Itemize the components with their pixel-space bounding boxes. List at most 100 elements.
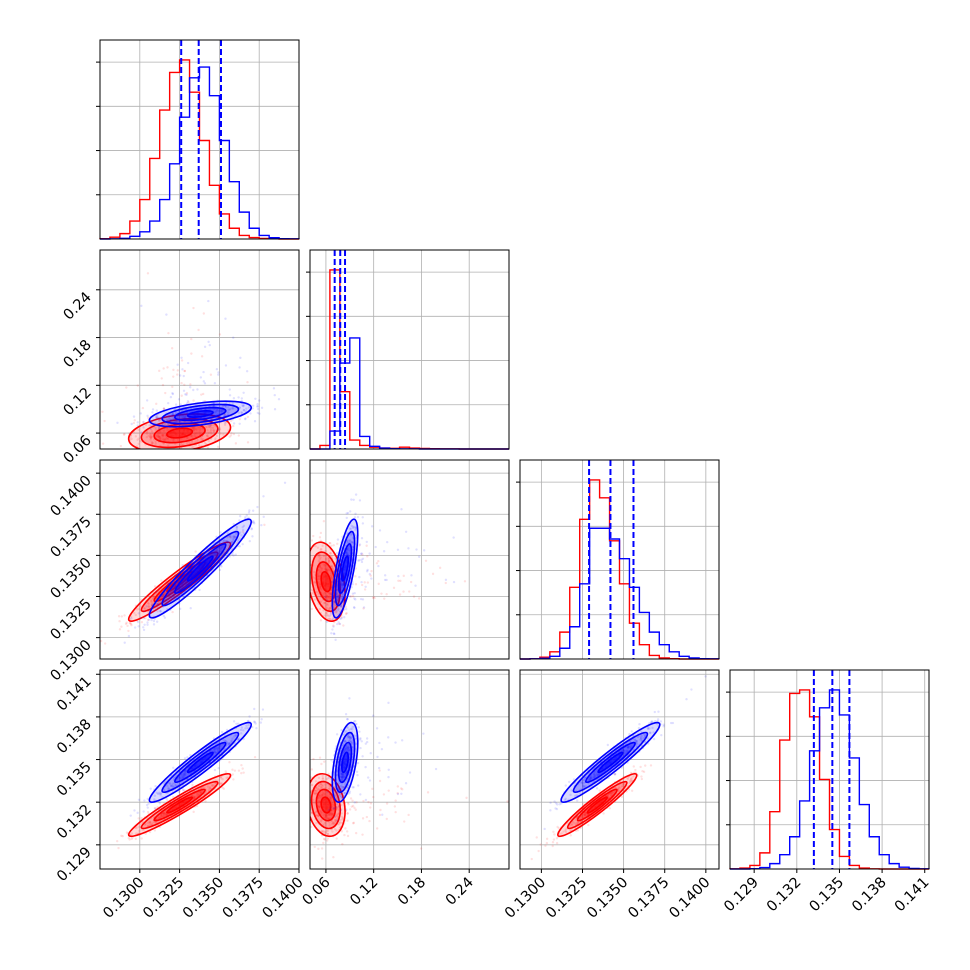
scatter-point — [346, 539, 349, 543]
scatter-point — [357, 559, 360, 562]
scatter-point — [197, 427, 200, 430]
scatter-point — [329, 596, 333, 600]
scatter-point — [394, 810, 397, 814]
scatter-point — [320, 818, 323, 822]
scatter-point — [336, 598, 339, 601]
scatter-point — [323, 563, 326, 567]
scatter-point — [180, 359, 184, 362]
scatter-point — [342, 582, 345, 585]
scatter-point — [346, 746, 349, 750]
scatter-point — [319, 783, 322, 786]
scatter-point — [324, 831, 328, 834]
scatter-point — [158, 791, 161, 794]
scatter-point — [225, 728, 229, 732]
scatter-point — [218, 549, 221, 553]
scatter-point — [323, 831, 326, 834]
scatter-point — [358, 738, 362, 741]
scatter-point — [338, 820, 341, 824]
scatter-point — [341, 777, 344, 780]
scatter-point — [330, 632, 333, 635]
scatter-point — [179, 415, 183, 418]
scatter-point — [348, 539, 351, 542]
scatter-point — [583, 813, 587, 817]
scatter-point — [250, 528, 253, 531]
scatter-point — [324, 568, 327, 571]
scatter-point — [393, 805, 397, 808]
scatter-point — [224, 740, 228, 743]
scatter-point — [336, 595, 340, 598]
scatter-point — [337, 608, 340, 611]
scatter-point — [238, 366, 241, 369]
scatter-point — [141, 821, 144, 824]
scatter-point — [387, 789, 390, 792]
scatter-point — [158, 816, 161, 819]
scatter-point — [387, 736, 390, 739]
scatter-point — [168, 419, 172, 423]
scatter-point — [354, 575, 357, 578]
scatter-point — [215, 409, 219, 412]
scatter-point — [159, 600, 162, 604]
scatter-point — [353, 806, 356, 810]
scatter-point — [241, 528, 245, 532]
scatter-point — [335, 611, 338, 614]
scatter-point — [133, 626, 137, 629]
scatter-point — [161, 814, 164, 817]
scatter-point — [181, 774, 185, 778]
scatter-point — [354, 567, 357, 570]
scatter-point — [184, 772, 187, 775]
scatter-point — [238, 422, 241, 425]
scatter-point — [426, 791, 430, 794]
scatter-point — [327, 596, 330, 599]
scatter-point — [253, 721, 256, 724]
scatter-point — [310, 588, 314, 592]
scatter-point — [340, 830, 344, 833]
scatter-point — [357, 784, 360, 787]
scatter-point — [217, 371, 220, 374]
scatter-point — [341, 594, 345, 597]
scatter-point — [322, 830, 326, 833]
scatter-point — [336, 803, 339, 806]
scatter-point — [224, 364, 228, 367]
scatter-point — [618, 786, 621, 790]
scatter-point — [219, 531, 222, 534]
scatter-point — [140, 620, 144, 624]
scatter-point — [317, 555, 321, 558]
scatter-point — [222, 540, 225, 543]
scatter-point — [360, 560, 364, 564]
scatter-point — [342, 791, 345, 795]
scatter-point — [177, 414, 180, 418]
scatter-point — [227, 411, 230, 414]
scatter-point — [584, 814, 587, 817]
scatter-point — [233, 769, 237, 772]
scatter-point — [244, 410, 248, 413]
scatter-point — [206, 434, 209, 437]
scatter-point — [238, 519, 241, 522]
scatter-point — [333, 603, 337, 607]
scatter-point — [176, 373, 179, 376]
scatter-point — [576, 829, 580, 832]
scatter-point — [326, 791, 329, 794]
scatter-point — [253, 522, 256, 525]
scatter-point — [194, 440, 197, 443]
scatter-point — [334, 611, 338, 614]
scatter-point — [162, 788, 166, 791]
scatter-point — [218, 552, 221, 555]
scatter-point — [354, 598, 357, 601]
scatter-point — [354, 528, 357, 532]
scatter-point — [178, 585, 181, 588]
scatter-point — [334, 609, 338, 612]
scatter-point — [155, 402, 158, 406]
scatter-point — [247, 719, 250, 723]
scatter-point — [319, 600, 323, 603]
scatter-point — [359, 737, 362, 740]
scatter-point — [358, 499, 362, 502]
scatter-point — [332, 600, 336, 603]
scatter-point — [101, 410, 104, 413]
scatter-point — [231, 737, 234, 740]
scatter-point — [145, 399, 149, 402]
scatter-point — [154, 821, 157, 824]
scatter-point — [222, 787, 225, 790]
scatter-point — [118, 619, 121, 623]
scatter-point — [226, 406, 230, 409]
